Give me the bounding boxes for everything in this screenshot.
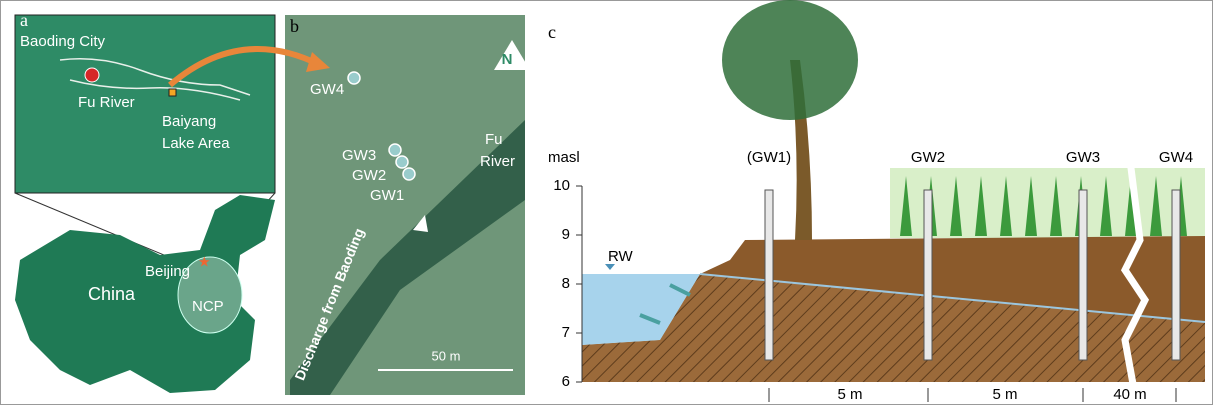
well-label: GW4 — [310, 81, 344, 98]
distance-label: 40 m — [1113, 386, 1146, 403]
capital-star: ★ — [198, 254, 211, 270]
y-tick-label: 7 — [562, 324, 570, 341]
well-label: GW1 — [370, 187, 404, 204]
panel-a: ★ a Baoding City Fu River Baiyang Lake A… — [15, 10, 275, 393]
site-marker — [169, 89, 176, 96]
well-label: GW4 — [1159, 149, 1193, 166]
well-label: GW3 — [342, 147, 376, 164]
capital-label: Beijing — [145, 263, 190, 280]
well-label: (GW1) — [747, 149, 791, 166]
river-label: Fu — [485, 131, 503, 148]
lake-label: Lake Area — [162, 135, 230, 152]
scale-label: 50 m — [432, 348, 461, 363]
y-tick-label: 8 — [562, 275, 570, 292]
y-tick-label: 10 — [553, 177, 570, 194]
river-label: Fu River — [78, 94, 135, 111]
y-tick-label: 9 — [562, 226, 570, 243]
country-label: China — [88, 284, 136, 304]
tree-crown — [722, 0, 858, 120]
y-tick-label: 6 — [562, 373, 570, 390]
well-label: GW2 — [352, 167, 386, 184]
lake-label: Baiyang — [162, 113, 216, 130]
panel-c: c masl (GW1) GW2 GW3 GW4 RW 5 m 5 m 40 m… — [548, 0, 1205, 403]
panel-label: c — [548, 22, 556, 42]
well-label: GW2 — [911, 149, 945, 166]
well-label: GW3 — [1066, 149, 1100, 166]
figure: ★ a Baoding City Fu River Baiyang Lake A… — [0, 0, 1213, 405]
river-label: River — [480, 153, 515, 170]
city-label: Baoding City — [20, 33, 106, 50]
north-label: N — [502, 51, 513, 68]
distance-label: 5 m — [837, 386, 862, 403]
city-dot — [85, 68, 99, 82]
panel-label: b — [290, 16, 299, 36]
panel-label: a — [20, 10, 28, 30]
water-label: RW — [608, 248, 634, 265]
distance-label: 5 m — [992, 386, 1017, 403]
axis-label: masl — [548, 149, 580, 166]
region-label: NCP — [192, 298, 224, 315]
